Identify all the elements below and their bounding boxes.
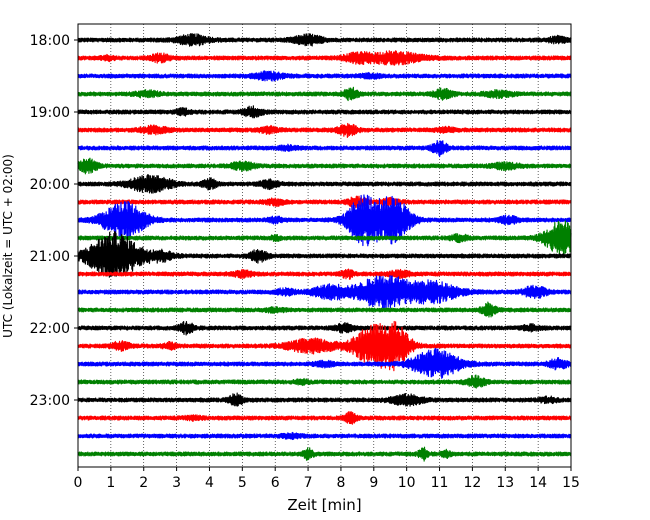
seismic-trace <box>77 220 572 256</box>
x-tick-label: 7 <box>304 475 313 491</box>
x-tick-label: 2 <box>139 475 148 491</box>
y-tick-label: 20:00 <box>30 177 70 193</box>
x-tick-label: 5 <box>238 475 247 491</box>
seismic-trace <box>77 301 572 318</box>
seismic-trace <box>77 122 572 138</box>
x-tick-label: 3 <box>172 475 181 491</box>
x-tick-label: 0 <box>74 475 83 491</box>
x-tick-label: 12 <box>463 475 481 491</box>
seismic-trace <box>77 321 572 336</box>
y-tick-label: 23:00 <box>30 393 70 409</box>
seismic-trace <box>77 174 572 194</box>
y-axis: 18:00 19:00 20:00 21:00 22:00 23:00 <box>30 33 78 409</box>
y-tick-label: 21:00 <box>30 249 70 265</box>
plot-frame <box>77 23 572 468</box>
seismic-trace <box>77 347 572 379</box>
seismic-trace <box>77 431 572 441</box>
seismic-trace <box>77 411 572 425</box>
seismic-trace <box>77 231 572 278</box>
x-tick-label: 15 <box>562 475 580 491</box>
x-tick-label: 4 <box>205 475 214 491</box>
seismic-trace <box>77 50 572 66</box>
seismic-trace <box>77 320 572 372</box>
seismic-trace <box>77 140 572 158</box>
seismic-trace <box>77 195 572 209</box>
x-tick-label: 9 <box>369 475 378 491</box>
x-tick-label: 8 <box>336 475 345 491</box>
y-tick-label: 19:00 <box>30 105 70 121</box>
traces <box>77 33 572 462</box>
x-axis-label: Zeit [min] <box>287 496 361 514</box>
x-tick-label: 11 <box>431 475 449 491</box>
x-tick-label: 14 <box>529 475 547 491</box>
x-tick-label: 13 <box>496 475 514 491</box>
seismic-trace <box>77 268 572 280</box>
x-axis: 0 1 2 3 4 5 6 7 8 9 10 11 12 13 14 15 <box>74 467 580 491</box>
seismic-trace <box>77 33 572 47</box>
x-tick-label: 6 <box>271 475 280 491</box>
seismic-trace <box>77 274 572 310</box>
seismic-trace <box>77 194 572 247</box>
seismic-trace <box>77 392 572 407</box>
x-tick-label: 1 <box>106 475 115 491</box>
seismic-trace <box>77 105 572 119</box>
seismic-trace <box>77 446 572 462</box>
seismic-trace <box>77 70 572 82</box>
y-tick-label: 18:00 <box>30 33 70 49</box>
seismic-trace <box>77 86 572 102</box>
seismic-trace <box>77 374 572 389</box>
y-tick-label: 22:00 <box>30 321 70 337</box>
x-tick-label: 10 <box>398 475 416 491</box>
y-axis-label: UTC (Lokalzeit = UTC + 02:00) <box>1 154 15 338</box>
seismic-trace <box>77 157 572 175</box>
